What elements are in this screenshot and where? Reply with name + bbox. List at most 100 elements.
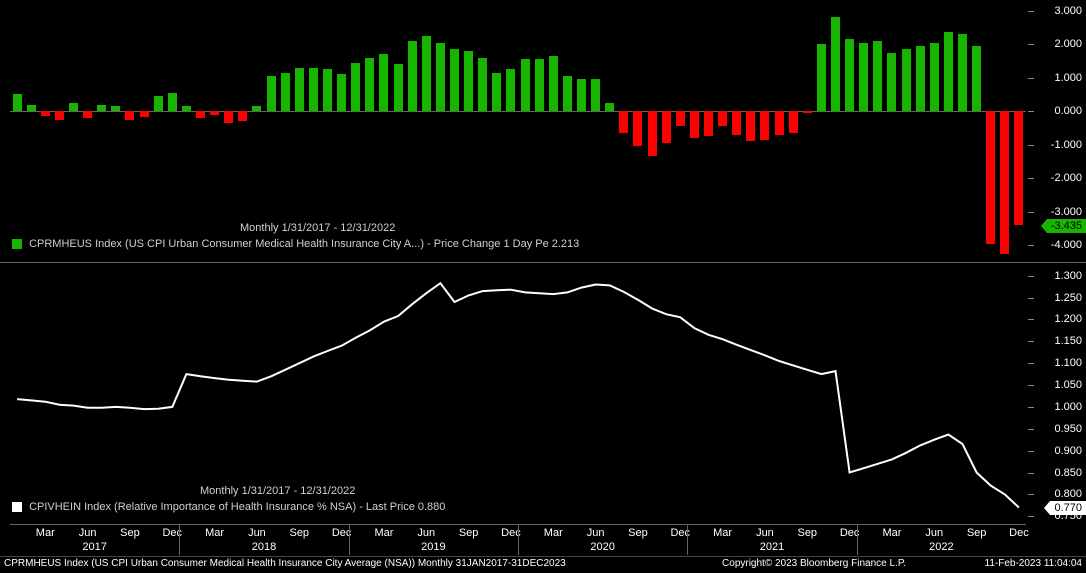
x-tick-label: Jun [587,527,605,539]
bar [831,17,840,111]
y-tick-label: 1.000 [1054,401,1082,413]
x-year-label: 2017 [82,541,106,553]
bar [563,76,572,111]
footer-copyright: Copyright© 2023 Bloomberg Finance L.P. [722,558,906,569]
bar [379,54,388,111]
bar [196,111,205,118]
zero-line [10,111,1026,112]
bottom-legend-text: CPIVHEIN Index (Relative Importance of H… [29,501,445,513]
bar [916,46,925,111]
bar [168,93,177,111]
x-tick-label: Mar [36,527,55,539]
y-tick-label: 1.150 [1054,335,1082,347]
bottom-legend: CPIVHEIN Index (Relative Importance of H… [12,501,445,513]
bar [803,111,812,113]
x-tick-label: Dec [1009,527,1029,539]
bar [930,43,939,112]
bar [718,111,727,126]
bottom-line-chart-panel: 1.300 1.250 1.200 1.150 1.100 1.050 1.000 0.950… [0,262,1086,525]
bar [97,105,106,112]
x-tick-label: Mar [882,527,901,539]
bar [83,111,92,118]
price-flag: -3.435 [1047,219,1086,233]
bar [154,96,163,111]
bar [789,111,798,133]
y-tick-label: 0.000 [1054,105,1082,117]
bar [478,58,487,112]
bar [224,111,233,123]
bar [323,69,332,111]
bar [27,105,36,112]
chart-container: 3.0002.0001.0000.000-1.000-2.000-3.000-4… [0,0,1086,573]
bar [690,111,699,138]
x-tick-label: Jun [79,527,97,539]
bar [295,68,304,112]
bar [1014,111,1023,225]
y-tick-label: 1.300 [1054,270,1082,282]
x-axis: MarJunSepDecMarJunSepDecMarJunSepDecMarJ… [10,524,1026,559]
bar [492,73,501,112]
y-tick-label: 1.200 [1054,313,1082,325]
x-tick-label: Jun [248,527,266,539]
y-tick-label: -3.000 [1051,206,1082,218]
bar [873,41,882,111]
bar [972,46,981,111]
bar [210,111,219,115]
bottom-y-axis: 1.300 1.250 1.200 1.150 1.100 1.050 1.000 0.950… [1028,267,1086,525]
bar [704,111,713,136]
x-tick-label: Mar [713,527,732,539]
line-series [10,267,1026,525]
y-tick-label: 1.100 [1054,357,1082,369]
bar [55,111,64,119]
x-year-label: 2020 [590,541,614,553]
price-flag: 0.770 [1050,501,1086,515]
x-tick-label: Mar [374,527,393,539]
bottom-date-range: Monthly 1/31/2017 - 12/31/2022 [200,485,355,497]
bar [337,74,346,111]
x-tick-label: Sep [967,527,987,539]
bar [817,44,826,111]
bar [648,111,657,156]
bar [746,111,755,141]
footer-bar: CPRMHEUS Index (US CPI Urban Consumer Me… [0,556,1086,573]
x-tick-label: Sep [628,527,648,539]
bar [252,106,261,111]
footer-left-text: CPRMHEUS Index (US CPI Urban Consumer Me… [4,558,566,569]
x-tick-label: Sep [289,527,309,539]
bar [591,79,600,111]
y-tick-label: 0.950 [1054,423,1082,435]
x-tick-label: Mar [205,527,224,539]
bar [41,111,50,116]
y-tick-label: 3.000 [1054,5,1082,17]
y-tick-label: 1.050 [1054,379,1082,391]
bar [775,111,784,134]
legend-swatch-icon [12,239,22,249]
bar [13,94,22,111]
bar [633,111,642,146]
y-tick-label: 0.900 [1054,445,1082,457]
y-tick-label: 1.250 [1054,292,1082,304]
legend-swatch-icon [12,502,22,512]
x-tick-label: Sep [120,527,140,539]
footer-timestamp: 11-Feb-2023 11:04:04 [985,558,1082,569]
bar [958,34,967,111]
bar [521,59,530,111]
top-legend: CPRMHEUS Index (US CPI Urban Consumer Me… [12,238,579,250]
y-tick-label: -1.000 [1051,139,1082,151]
y-tick-label: 0.850 [1054,467,1082,479]
bar [111,106,120,111]
y-tick-label: -4.000 [1051,239,1082,251]
x-year-label: 2021 [760,541,784,553]
y-tick-label: 2.000 [1054,38,1082,50]
x-year-label: 2022 [929,541,953,553]
x-tick-label: Jun [756,527,774,539]
bar [281,73,290,112]
bar [351,63,360,112]
bar [760,111,769,139]
bar [140,111,149,117]
bar [887,53,896,112]
bottom-plot-area [10,267,1026,525]
bar [549,56,558,111]
bar [676,111,685,126]
bar [944,32,953,111]
